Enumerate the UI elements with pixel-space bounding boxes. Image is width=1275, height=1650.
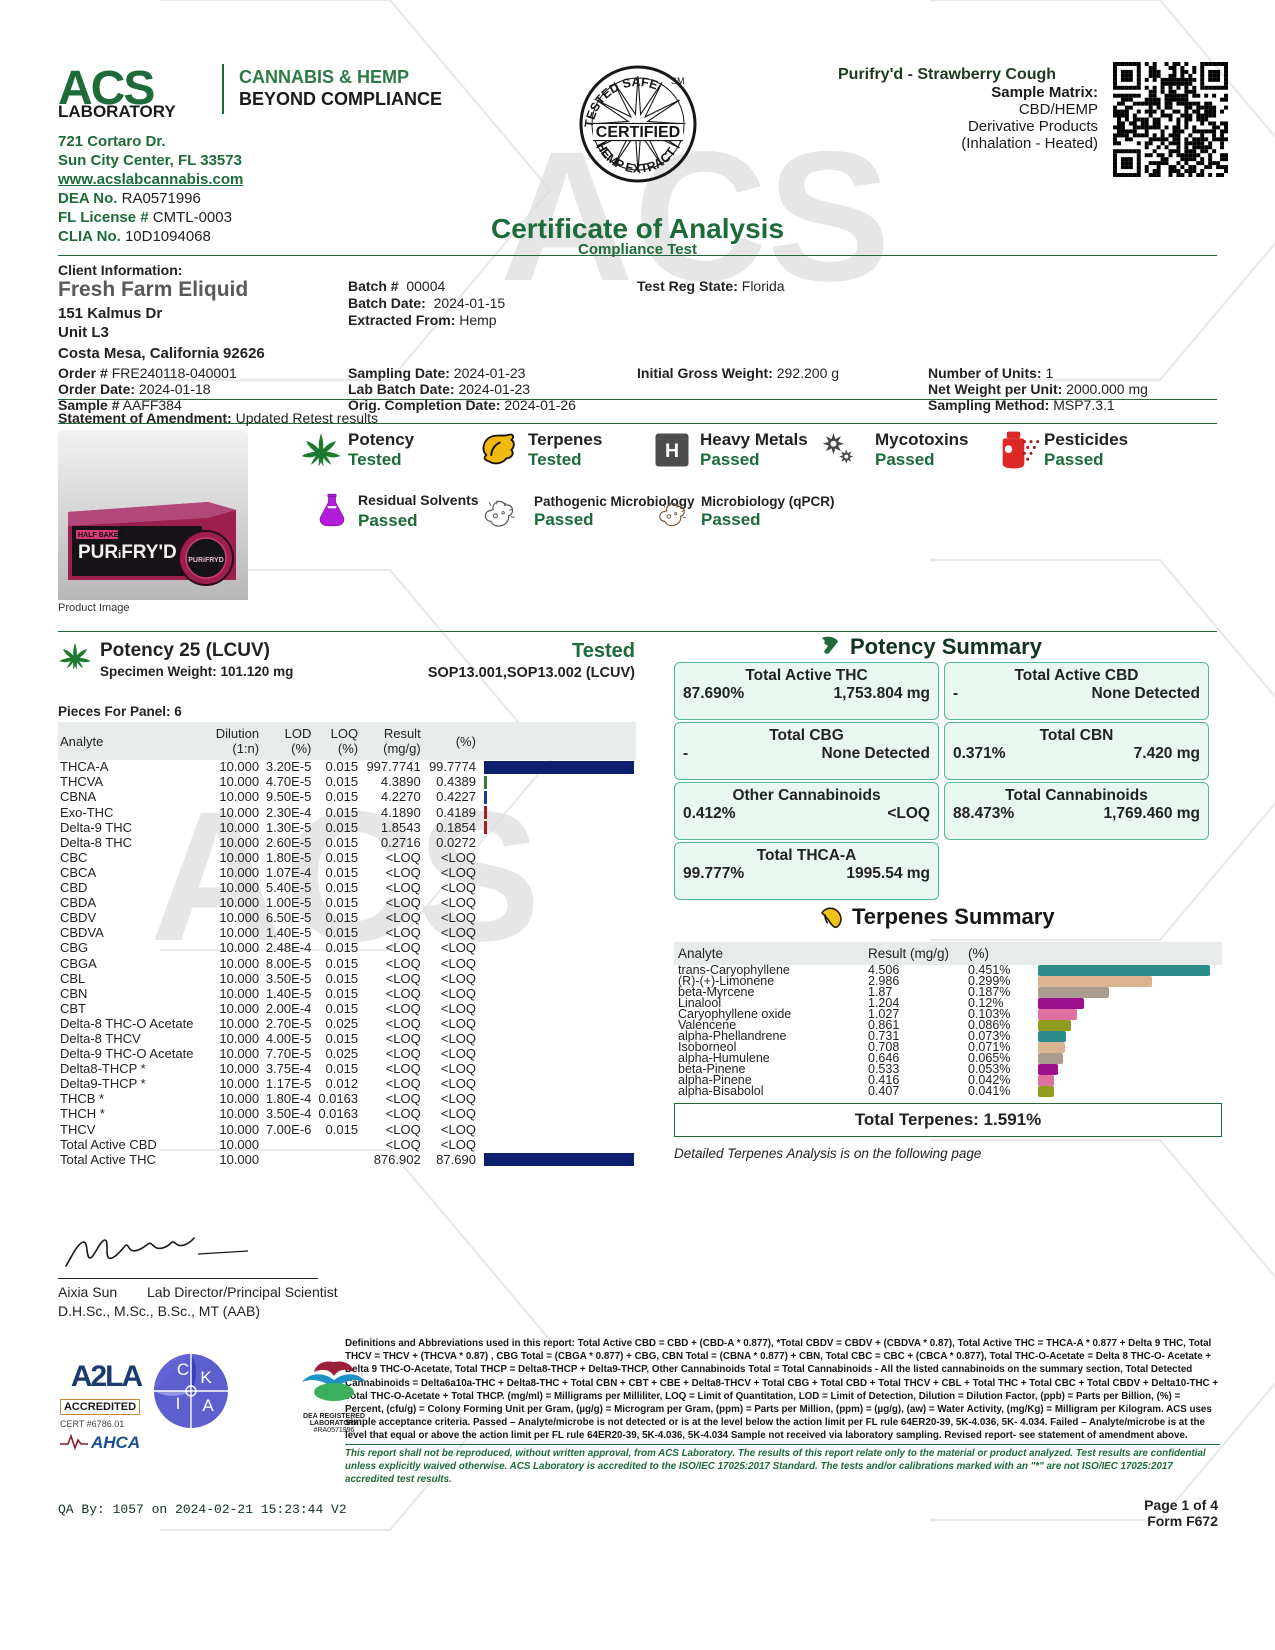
svg-text:CANNABIS & HEMP: CANNABIS & HEMP <box>239 67 409 87</box>
svg-text:PURiFRY'D: PURiFRY'D <box>78 542 177 563</box>
svg-text:PURiFRYD: PURiFRYD <box>188 557 224 564</box>
svg-text:A: A <box>202 1396 214 1415</box>
svg-text:K: K <box>200 1368 212 1387</box>
svg-text:I: I <box>176 1394 181 1413</box>
svg-text:SM: SM <box>671 76 685 86</box>
svg-text:AHCA: AHCA <box>90 1433 140 1452</box>
svg-text:A2LA: A2LA <box>71 1360 143 1393</box>
svg-text:C: C <box>177 1360 189 1379</box>
svg-text:LABORATORY: LABORATORY <box>58 102 176 120</box>
svg-text:H: H <box>665 440 679 462</box>
svg-text:CERTIFIED: CERTIFIED <box>596 124 680 141</box>
svg-text:TESTED SAFE: TESTED SAFE <box>582 75 660 129</box>
svg-text:HALF BAKED: HALF BAKED <box>78 532 124 539</box>
svg-text:BEYOND COMPLIANCE: BEYOND COMPLIANCE <box>239 89 442 109</box>
